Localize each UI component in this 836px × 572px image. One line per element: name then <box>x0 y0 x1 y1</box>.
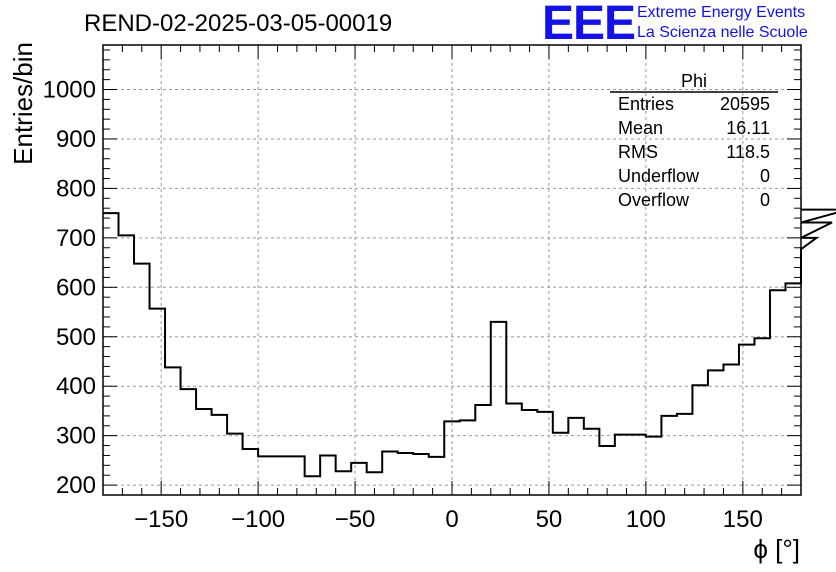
histogram-line <box>103 208 836 478</box>
eee-logo: EEE <box>542 0 636 50</box>
stats-label: Mean <box>618 118 663 138</box>
x-axis-label: ϕ [°] <box>753 534 800 564</box>
y-tick-label: 600 <box>56 274 96 301</box>
x-tick-label: −50 <box>335 506 376 533</box>
x-tick-label: −150 <box>134 506 188 533</box>
x-tick-label: −100 <box>231 506 285 533</box>
stats-label: RMS <box>618 142 658 162</box>
y-tick-label: 900 <box>56 126 96 153</box>
y-tick-label: 200 <box>56 472 96 499</box>
stats-label: Entries <box>618 94 674 114</box>
stats-value: 0 <box>760 166 770 186</box>
x-tick-label: 0 <box>445 506 458 533</box>
y-axis-label: Entries/bin <box>8 42 38 165</box>
x-tick-label: 150 <box>723 506 763 533</box>
x-tick-label: 50 <box>536 506 563 533</box>
stats-value: 20595 <box>720 94 770 114</box>
logo-text-line2: La Scienza nelle Scuole <box>637 24 808 41</box>
stats-value: 16.11 <box>726 118 770 138</box>
y-tick-label: 500 <box>56 324 96 351</box>
logo-text-line1: Extreme Energy Events <box>637 4 806 21</box>
y-tick-label: 800 <box>56 175 96 202</box>
chart-title: REND-02-2025-03-05-00019 <box>84 10 393 37</box>
stats-label: Underflow <box>618 166 700 186</box>
y-tick-label: 1000 <box>43 77 96 104</box>
stats-label: Overflow <box>618 190 690 210</box>
y-tick-label: 700 <box>56 225 96 252</box>
x-tick-label: 100 <box>626 506 666 533</box>
stats-title: Phi <box>681 71 707 91</box>
y-tick-label: 400 <box>56 373 96 400</box>
stats-value: 118.5 <box>726 142 770 162</box>
plot-frame <box>102 44 802 496</box>
y-tick-label: 300 <box>56 423 96 450</box>
stats-value: 0 <box>760 190 770 210</box>
